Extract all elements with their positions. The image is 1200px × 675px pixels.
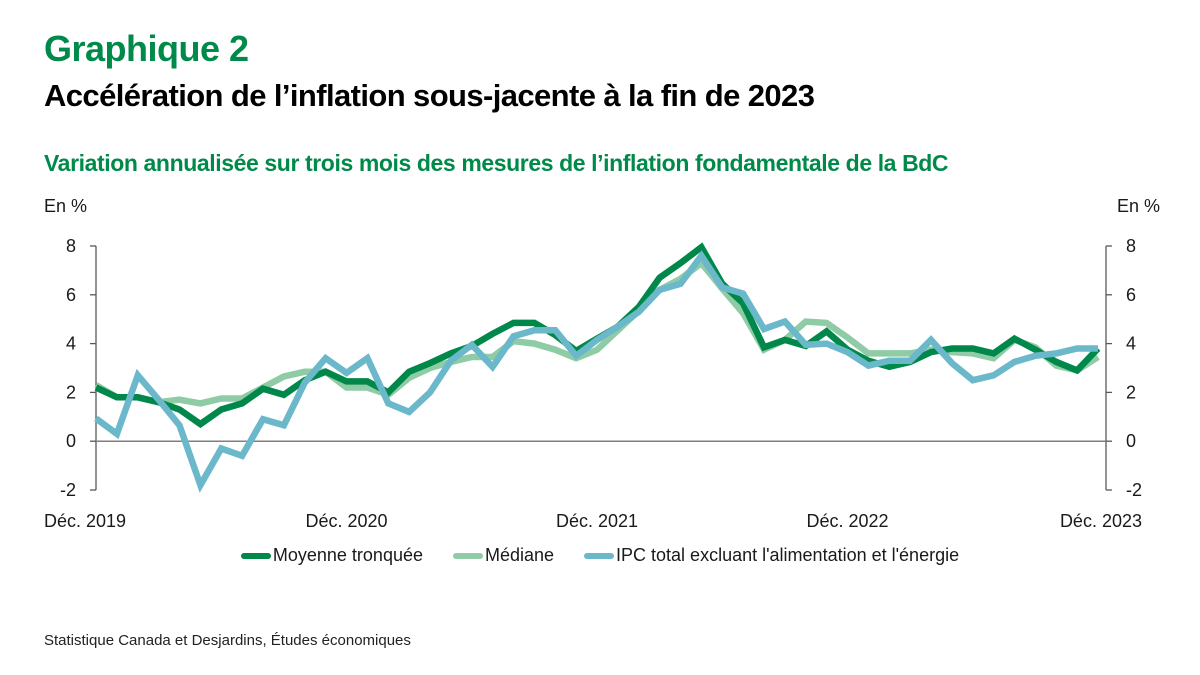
- x-tick-label: Déc. 2019: [44, 511, 126, 531]
- tick-labels: -2 -2 0 0 2 2 4 4 6 6 8 8 Déc. 2019 Déc. 2020 Déc. 202…: [44, 236, 1142, 531]
- y-tick-label-left: 6: [66, 285, 76, 305]
- y-tick-label-left: 4: [66, 334, 76, 354]
- x-tick-label: Déc. 2023: [1060, 511, 1142, 531]
- series-line-moyenne: [94, 242, 1101, 429]
- legend-label-moyenne: Moyenne tronquée: [272, 545, 423, 565]
- x-tick-label: Déc. 2020: [305, 511, 387, 531]
- legend-label-mediane: Médiane: [484, 545, 555, 565]
- legend-label-ipc: IPC total excluant l'alimentation et l'é…: [616, 545, 960, 565]
- series-lines: [94, 242, 1101, 493]
- series-line-ipc: [94, 250, 1098, 493]
- right-axis-unit: En %: [1116, 196, 1160, 216]
- legend-swatch-mediane: [452, 552, 483, 559]
- source-note: Statistique Canada et Desjardins, Études…: [44, 632, 411, 649]
- y-tick-label-left: 0: [66, 431, 76, 451]
- series-line-mediane: [94, 258, 1100, 407]
- page-title: Accélération de l’inflation sous-jacente…: [44, 78, 815, 113]
- axes: [90, 245, 1112, 491]
- legend: Moyenne tronquée Médiane IPC total exclu…: [0, 545, 1200, 566]
- y-tick-label-right: 2: [1126, 382, 1136, 402]
- legend-item-mediane[interactable]: Médiane: [452, 545, 555, 566]
- chart-subtitle: Variation annualisée sur trois mois des …: [44, 150, 949, 176]
- legend-item-moyenne[interactable]: Moyenne tronquée: [240, 545, 423, 566]
- x-tick-label: Déc. 2022: [806, 511, 888, 531]
- legend-swatch-moyenne: [240, 552, 271, 559]
- y-tick-label-right: 6: [1126, 285, 1136, 305]
- x-tick-label: Déc. 2021: [556, 511, 638, 531]
- y-tick-label-right: -2: [1126, 480, 1142, 500]
- left-axis-unit: En %: [44, 196, 88, 216]
- y-tick-label-left: 2: [66, 382, 76, 402]
- y-tick-label-left: -2: [60, 480, 76, 500]
- legend-item-ipc[interactable]: IPC total excluant l'alimentation et l'é…: [584, 545, 959, 566]
- y-tick-label-right: 0: [1126, 431, 1136, 451]
- chart-number: Graphique 2: [44, 28, 249, 69]
- y-tick-label-left: 8: [66, 236, 76, 256]
- legend-swatch-ipc: [584, 552, 615, 559]
- y-tick-label-right: 4: [1126, 334, 1136, 354]
- y-tick-label-right: 8: [1126, 236, 1136, 256]
